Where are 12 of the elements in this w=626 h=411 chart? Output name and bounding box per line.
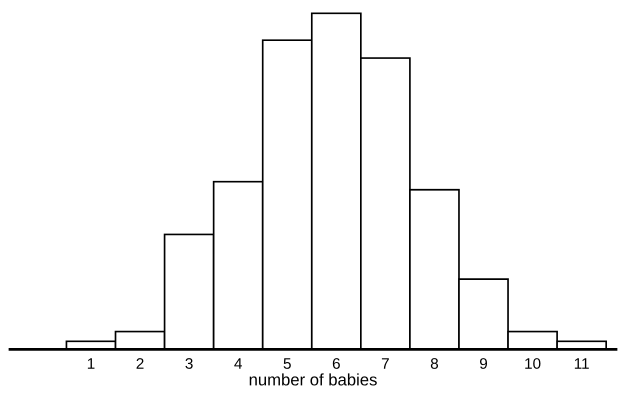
- x-tick-label: 4: [234, 358, 242, 369]
- x-tick-label: 8: [430, 358, 438, 369]
- x-axis-title: number of babies: [250, 373, 377, 386]
- x-tick-label: 7: [382, 358, 389, 369]
- x-tick-label: 10: [525, 358, 540, 369]
- x-tick-label: 2: [136, 358, 144, 369]
- x-tick-label: 6: [332, 358, 340, 369]
- x-tick-label: 3: [185, 358, 193, 369]
- x-tick-label: 5: [284, 358, 291, 369]
- x-tick-label: 1: [88, 358, 94, 369]
- x-tick-label: 11: [574, 358, 589, 369]
- x-tick-label: 9: [480, 358, 488, 369]
